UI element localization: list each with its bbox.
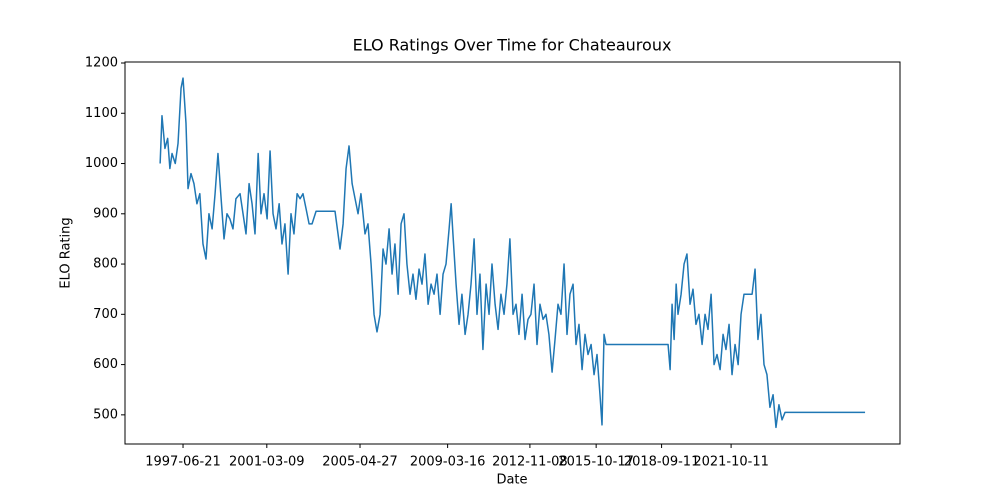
y-tick-label: 800 xyxy=(93,257,118,272)
x-tick-label: 2015-10-17 xyxy=(558,455,634,470)
plot-frame xyxy=(124,61,901,445)
x-tick-label: 2005-04-27 xyxy=(322,455,398,470)
y-axis-label: ELO Rating xyxy=(59,217,74,288)
x-tick-label: 2001-03-09 xyxy=(229,455,305,470)
chart-title: ELO Ratings Over Time for Chateauroux xyxy=(353,36,672,55)
x-tick-label: 2021-10-11 xyxy=(693,455,769,470)
y-tick-label: 1000 xyxy=(85,156,118,171)
y-tick-label: 1100 xyxy=(85,106,118,121)
y-tick-label: 600 xyxy=(93,357,118,372)
x-tick-label: 2018-09-11 xyxy=(624,455,700,470)
x-tick-label: 2009-03-16 xyxy=(410,455,486,470)
x-axis-label: Date xyxy=(496,473,527,488)
y-tick-label: 900 xyxy=(93,206,118,221)
y-tick-label: 500 xyxy=(93,407,118,422)
y-tick-label: 1200 xyxy=(85,56,118,71)
line xyxy=(159,77,866,429)
x-tick-label: 2012-11-08 xyxy=(492,455,568,470)
x-tick-label: 1997-06-21 xyxy=(145,455,221,470)
y-tick-label: 700 xyxy=(93,307,118,322)
